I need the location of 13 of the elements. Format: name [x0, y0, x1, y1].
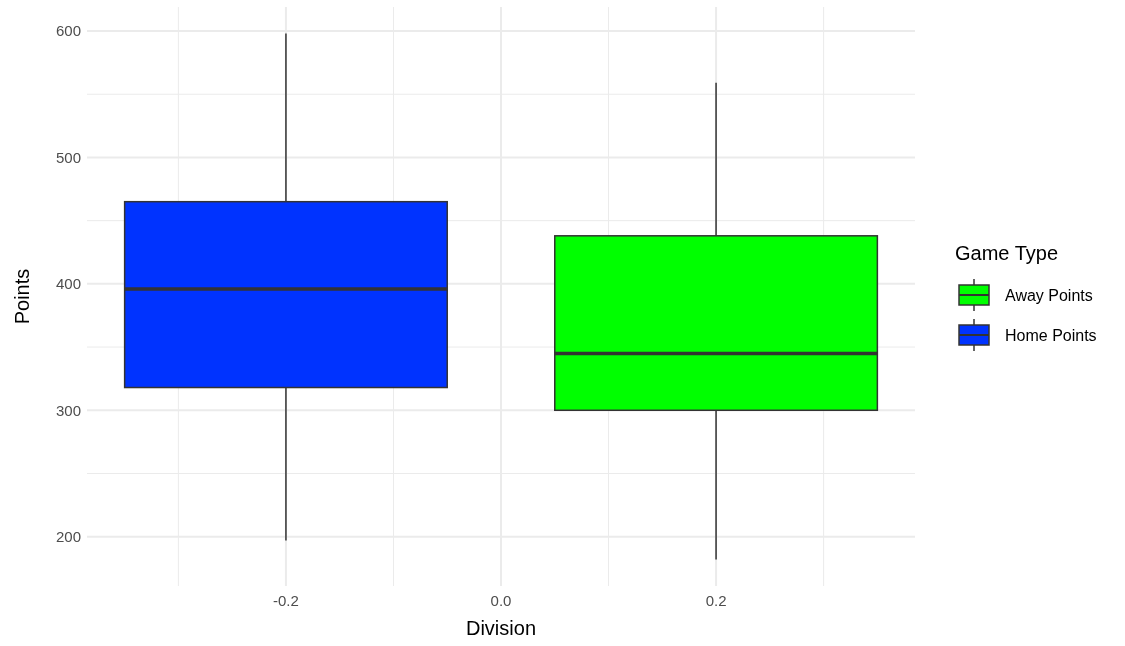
x-tick-label: 0.2 — [705, 592, 727, 609]
y-axis-title: Points — [11, 268, 33, 325]
legend-label: Away Points — [1005, 286, 1093, 304]
y-tick-label: 600 — [55, 22, 81, 40]
legend-title: Game Type — [955, 242, 1059, 264]
y-tick-label: 500 — [55, 148, 81, 166]
x-axis-title: Division — [465, 617, 537, 639]
x-tick-label: -0.2 — [273, 592, 299, 609]
legend-label: Home Points — [1005, 326, 1097, 344]
x-tick-label: 0.0 — [490, 592, 512, 609]
y-tick-label: 300 — [55, 401, 81, 419]
y-tick-label: 400 — [55, 275, 81, 293]
y-tick-label: 200 — [55, 527, 81, 545]
